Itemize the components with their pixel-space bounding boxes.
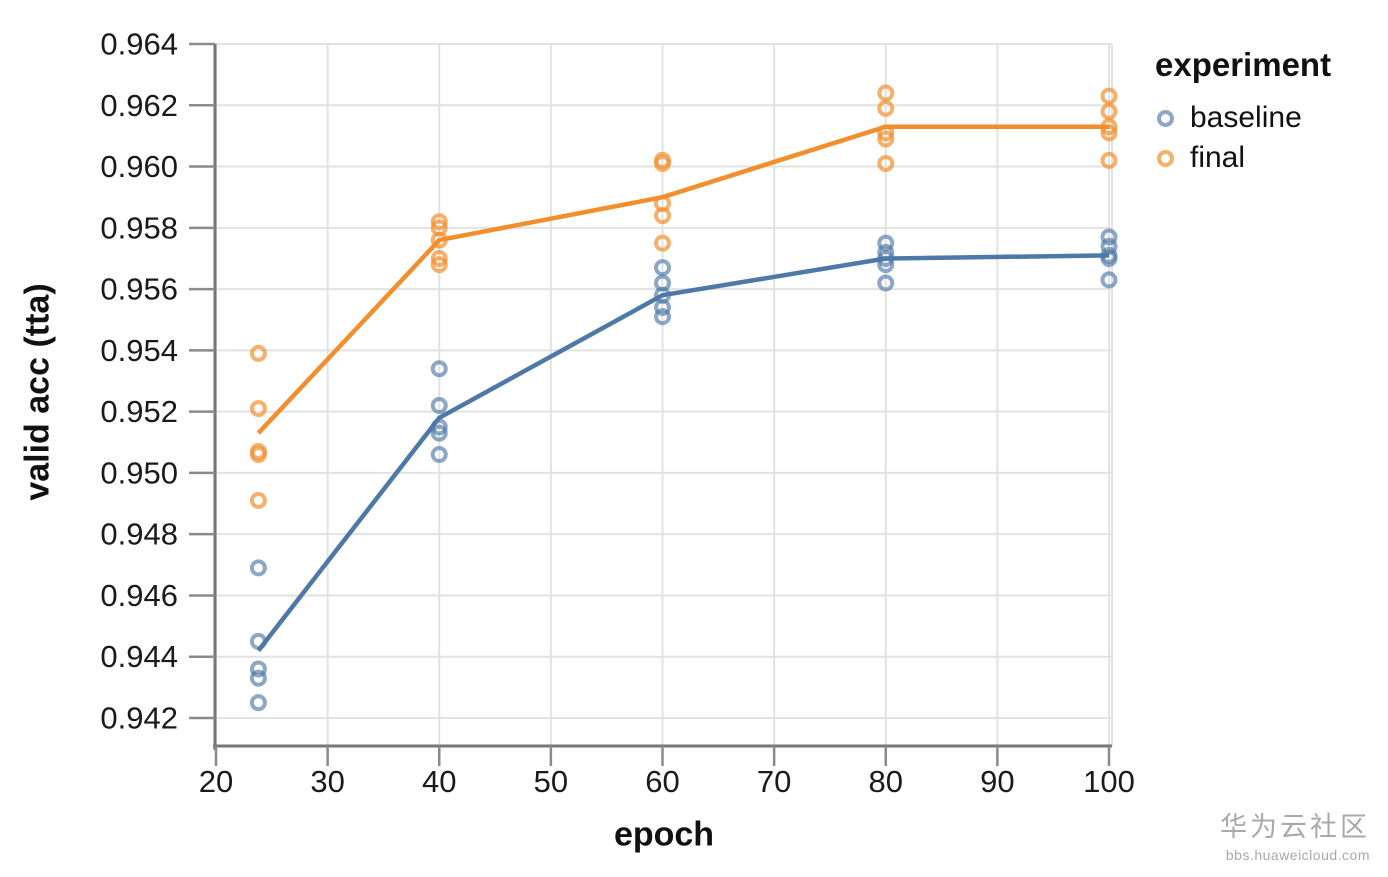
data-point-baseline bbox=[430, 397, 448, 415]
baseline-marker-icon bbox=[1157, 109, 1174, 127]
y-tick-label: 0.950 bbox=[100, 455, 178, 490]
x-tick-label: 50 bbox=[534, 764, 568, 799]
x-axis-title: epoch bbox=[613, 815, 715, 854]
data-point-final bbox=[1100, 102, 1118, 120]
data-point-baseline bbox=[1100, 228, 1118, 246]
data-point-final bbox=[249, 446, 267, 464]
data-point-baseline bbox=[430, 446, 448, 464]
data-point-baseline bbox=[430, 424, 448, 442]
y-tick-label: 0.956 bbox=[100, 272, 178, 307]
legend-label-baseline: baseline bbox=[1190, 101, 1302, 134]
y-tick-label: 0.954 bbox=[100, 333, 178, 368]
data-point-baseline bbox=[1100, 271, 1118, 289]
x-tick-label: 70 bbox=[757, 764, 791, 799]
y-axis-title: valid acc (tta) bbox=[18, 283, 57, 501]
y-tick-label: 0.960 bbox=[100, 149, 178, 184]
x-tick-label: 80 bbox=[869, 764, 903, 799]
watermark-url: bbs.huaweicloud.com bbox=[1225, 847, 1370, 863]
data-point-final bbox=[430, 256, 448, 274]
x-tick-label: 40 bbox=[422, 764, 456, 799]
data-point-baseline bbox=[1100, 249, 1118, 267]
x-tick-label: 100 bbox=[1083, 764, 1135, 799]
legend-title: experiment bbox=[1155, 46, 1332, 83]
legend-item-baseline: baseline bbox=[1155, 98, 1331, 138]
data-point-final bbox=[654, 234, 671, 252]
data-point-final bbox=[1100, 87, 1118, 105]
data-point-final bbox=[249, 344, 267, 362]
data-point-final bbox=[877, 154, 895, 172]
y-tick-label: 0.952 bbox=[100, 394, 178, 429]
data-point-baseline bbox=[249, 559, 267, 577]
y-tick-label: 0.958 bbox=[100, 210, 178, 245]
data-point-final bbox=[654, 154, 671, 172]
data-point-final bbox=[249, 491, 267, 509]
data-point-final bbox=[249, 400, 267, 418]
y-tick-label: 0.944 bbox=[100, 639, 178, 674]
y-tick-label: 0.942 bbox=[100, 701, 178, 736]
data-point-final bbox=[430, 249, 448, 267]
final-marker-icon bbox=[1157, 149, 1174, 167]
data-point-final bbox=[1100, 151, 1118, 169]
y-tick-label: 0.964 bbox=[100, 27, 178, 62]
data-point-baseline bbox=[249, 694, 267, 712]
watermark-text: 华为云社区 bbox=[1220, 812, 1370, 842]
data-point-final bbox=[654, 207, 671, 225]
legend: experiment baseline final bbox=[1155, 46, 1331, 178]
legend-item-final: final bbox=[1155, 138, 1331, 178]
data-point-baseline bbox=[654, 298, 671, 316]
x-tick-label: 60 bbox=[645, 764, 679, 799]
data-point-final bbox=[877, 130, 895, 148]
data-point-baseline bbox=[877, 274, 895, 292]
x-tick-label: 90 bbox=[980, 764, 1014, 799]
data-point-baseline bbox=[249, 669, 267, 687]
data-point-baseline bbox=[430, 360, 448, 378]
y-tick-label: 0.946 bbox=[100, 578, 178, 613]
data-point-final bbox=[430, 213, 448, 231]
data-point-baseline bbox=[654, 308, 671, 326]
y-tick-label: 0.962 bbox=[100, 88, 178, 123]
y-tick-label: 0.948 bbox=[100, 517, 178, 552]
legend-label-final: final bbox=[1190, 141, 1246, 174]
trend-line-final bbox=[256, 124, 1109, 435]
data-point-baseline bbox=[249, 660, 267, 678]
data-point-final bbox=[877, 84, 895, 102]
x-tick-label: 30 bbox=[310, 764, 344, 799]
data-point-baseline bbox=[654, 259, 671, 277]
data-point-baseline bbox=[877, 234, 895, 252]
trend-line-baseline bbox=[256, 253, 1110, 652]
x-tick-label: 20 bbox=[199, 764, 233, 799]
watermark: 华为云社区 bbs.huaweicloud.com bbox=[1220, 805, 1370, 863]
data-point-final bbox=[877, 99, 895, 117]
